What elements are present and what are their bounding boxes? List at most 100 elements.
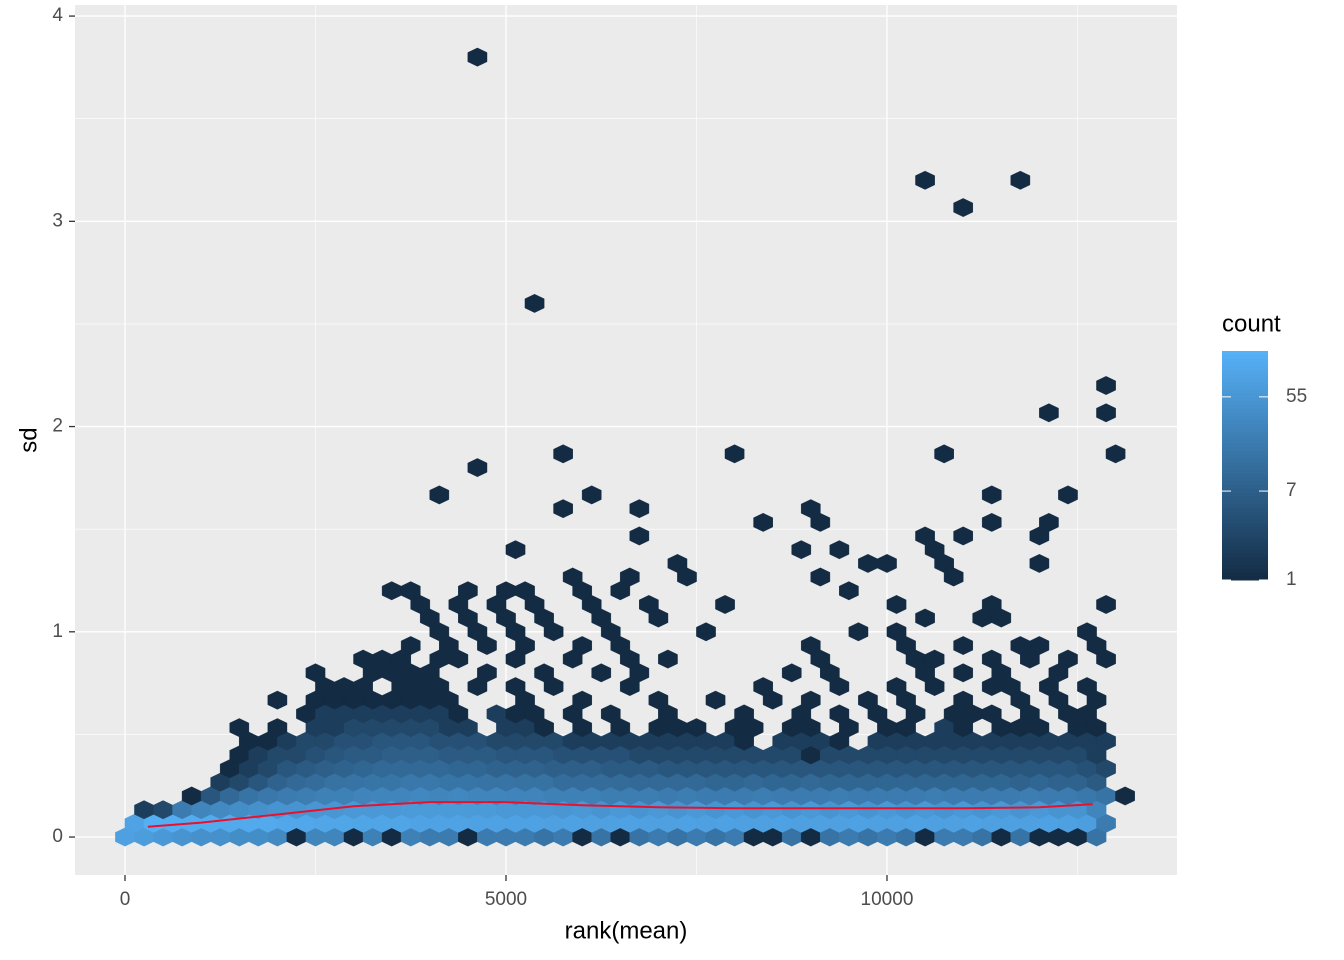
- hex-bin: [1077, 677, 1097, 697]
- hex-bin: [553, 499, 573, 519]
- colorbar-segment: [1222, 568, 1268, 573]
- hex-bin: [505, 540, 526, 560]
- colorbar-segment: [1222, 473, 1268, 478]
- colorbar-segment: [1222, 518, 1268, 524]
- hex-bin: [981, 704, 1002, 724]
- colorbar-segment: [1222, 499, 1268, 505]
- colorbar-segment: [1222, 476, 1268, 482]
- hex-bin: [734, 704, 754, 724]
- hex-bin: [1058, 485, 1078, 505]
- hex-bin: [429, 485, 450, 505]
- y-tick-label: 0: [52, 826, 63, 847]
- colorbar-segment: [1222, 415, 1268, 421]
- colorbar-segment: [1222, 362, 1268, 367]
- colorbar-segment: [1222, 564, 1268, 570]
- hex-bin: [591, 663, 612, 683]
- hex-bin: [715, 595, 735, 614]
- hex-bin: [1096, 403, 1116, 423]
- hex-bin: [639, 595, 659, 614]
- colorbar-segment: [1222, 354, 1268, 360]
- hex-bin: [810, 567, 831, 587]
- hex-bin: [458, 581, 478, 601]
- colorbar-segment: [1222, 522, 1268, 528]
- hex-bin: [800, 636, 821, 655]
- hex-bin: [877, 554, 897, 573]
- hex-bin: [572, 690, 592, 710]
- colorbar-segment: [1222, 423, 1268, 428]
- hex-bin: [629, 499, 650, 519]
- hex-bin: [1039, 403, 1059, 423]
- hex-bin: [858, 690, 878, 710]
- colorbar-segment: [1222, 373, 1268, 379]
- colorbar-segment: [1222, 446, 1268, 451]
- hex-bin: [953, 198, 973, 217]
- colorbar-segment: [1222, 454, 1268, 459]
- hex-bin: [467, 47, 488, 67]
- hex-bin: [658, 649, 678, 669]
- hex-bin: [696, 622, 716, 642]
- hex-bin: [791, 540, 812, 560]
- hex-bin: [1058, 649, 1078, 669]
- hex-bin: [1105, 444, 1126, 464]
- colorbar-segment: [1222, 385, 1268, 390]
- colorbar-segment: [1222, 370, 1268, 375]
- hex-bin: [1115, 786, 1135, 806]
- hex-bin: [829, 540, 850, 560]
- hex-bin: [400, 581, 421, 601]
- colorbar-segment: [1222, 412, 1268, 417]
- hex-bin: [953, 663, 973, 683]
- colorbar-segment: [1222, 545, 1268, 550]
- hex-bin: [1029, 636, 1050, 655]
- hex-bin: [620, 567, 640, 587]
- hex-bin: [886, 595, 907, 614]
- hex-bin: [753, 677, 773, 697]
- hex-bin: [886, 677, 907, 697]
- hex-bin: [648, 690, 669, 710]
- hex-bin: [1039, 512, 1059, 532]
- colorbar-segment: [1222, 366, 1268, 371]
- hex-bin: [781, 663, 802, 683]
- colorbar-segment: [1222, 392, 1268, 398]
- colorbar-segment: [1222, 400, 1268, 405]
- hex-bin: [724, 444, 745, 464]
- y-tick-label: 3: [52, 210, 63, 231]
- colorbar-segment: [1222, 469, 1268, 474]
- hex-bin: [305, 663, 326, 683]
- hex-bin: [981, 485, 1002, 505]
- colorbar-segment: [1222, 457, 1268, 463]
- legend-tick-label: 7: [1286, 480, 1297, 501]
- colorbar-segment: [1222, 431, 1268, 436]
- colorbar-segment: [1222, 358, 1268, 363]
- hex-bin: [467, 458, 488, 478]
- hex-bin: [981, 595, 1002, 614]
- colorbar-segment: [1222, 389, 1268, 394]
- colorbar-segment: [1222, 438, 1268, 444]
- hexes: [115, 47, 1135, 847]
- legend-tick-label: 55: [1286, 386, 1307, 407]
- hex-bin: [953, 636, 973, 655]
- hex-bin: [534, 663, 554, 683]
- x-tick-label: 10000: [861, 889, 914, 910]
- colorbar-segment: [1222, 480, 1268, 486]
- hex-bin: [1077, 622, 1097, 642]
- colorbar-segment: [1222, 511, 1268, 516]
- hex-bin: [915, 526, 935, 546]
- colorbar-segment: [1222, 484, 1268, 489]
- hex-bin: [581, 485, 602, 505]
- y-tick-label: 4: [52, 5, 63, 26]
- hex-bin: [267, 718, 288, 738]
- colorbar-segment: [1222, 576, 1268, 581]
- hex-bin: [886, 622, 907, 642]
- x-tick-label: 0: [120, 889, 131, 910]
- colorbar-segment: [1222, 534, 1268, 539]
- hex-bin: [553, 444, 573, 464]
- hex-bin: [848, 622, 869, 642]
- hex-bin: [572, 636, 592, 655]
- hex-bin: [800, 499, 821, 519]
- colorbar-segment: [1222, 572, 1268, 577]
- y-axis-title: sd: [15, 427, 42, 452]
- colorbar-segment: [1222, 526, 1268, 531]
- colorbar-segment: [1222, 496, 1268, 501]
- x-tick-label: 5000: [485, 889, 527, 910]
